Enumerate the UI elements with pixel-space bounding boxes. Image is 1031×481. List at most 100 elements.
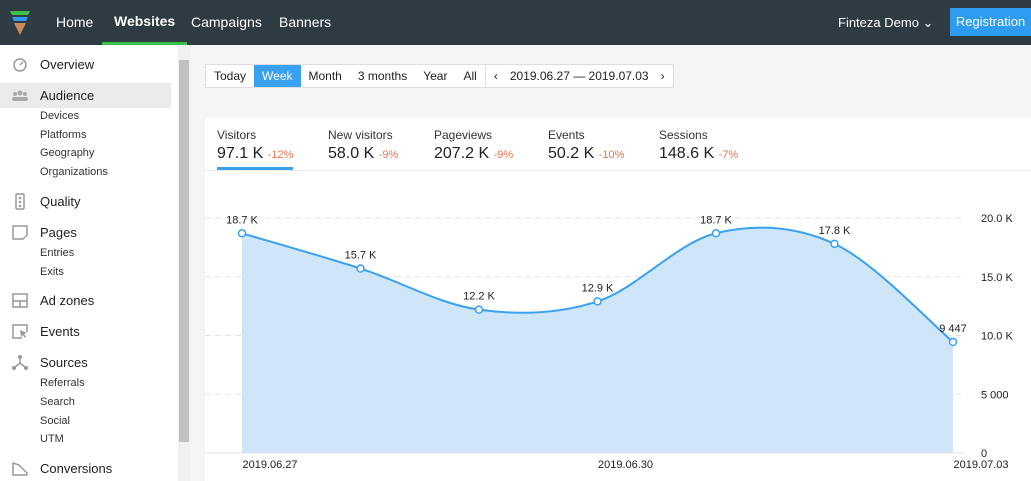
metric-label: Visitors <box>217 128 257 142</box>
data-label: 12.9 K <box>582 282 614 294</box>
metric-tab-pageviews[interactable]: Pageviews 207.2 K -9% <box>434 128 513 163</box>
area-fill <box>242 227 953 453</box>
data-point[interactable] <box>593 297 602 306</box>
page-icon <box>12 225 28 240</box>
user-menu[interactable]: Finteza Demo ⌄ <box>838 0 933 45</box>
period-month[interactable]: Month <box>308 69 342 83</box>
gauge-icon <box>13 58 27 72</box>
metric-tab-new-visitors[interactable]: New visitors 58.0 K -9% <box>328 128 398 163</box>
data-label: 18.7 K <box>700 214 732 226</box>
y-tick-label: 5 000 <box>981 389 1009 401</box>
sidebar-item-label: Pages <box>40 224 77 240</box>
users-icon <box>12 90 28 101</box>
sidebar-item-label: Ad zones <box>40 293 95 309</box>
metric-value: 148.6 K <box>659 145 715 162</box>
data-point[interactable] <box>948 337 958 347</box>
registration-button[interactable]: Registration <box>950 8 1031 36</box>
data-label: 9 447 <box>939 323 967 335</box>
metric-value: 97.1 K <box>217 145 264 162</box>
data-point[interactable] <box>237 229 247 238</box>
sidebar-subitem-referrals[interactable]: Referrals <box>40 377 85 390</box>
visitors-chart: 0 5 000 10.0 K 15.0 K 20.0 K 18.7 K 15.7 K 12.2… <box>205 213 1013 471</box>
metric-label: Pageviews <box>434 128 493 142</box>
period-today[interactable]: Today <box>214 69 247 83</box>
sidebar-item-overview[interactable]: Overview <box>0 52 171 77</box>
data-point[interactable] <box>356 264 365 273</box>
sidebar-subitem-platforms[interactable]: Platforms <box>40 128 87 141</box>
sidebar-subitem-devices[interactable]: Devices <box>40 110 80 122</box>
date-range[interactable]: 2019.06.27 — 2019.07.03 <box>509 69 649 83</box>
data-label: 18.7 K <box>226 214 258 226</box>
metric-delta: -7% <box>718 149 739 161</box>
y-tick-label: 10.0 K <box>981 331 1013 343</box>
data-point[interactable] <box>474 305 484 314</box>
sidebar-subitem-organizations[interactable]: Organizations <box>40 166 108 179</box>
metric-label: New visitors <box>328 128 393 142</box>
sidebar: Overview Audience Devices Platforms Geograph… <box>0 45 178 481</box>
y-tick-label: 15.0 K <box>981 272 1013 284</box>
data-label: 12.2 K <box>463 291 495 303</box>
sidebar-item-conversions[interactable]: Conversions <box>0 456 171 481</box>
data-point[interactable] <box>830 239 839 249</box>
x-tick-label: 2019.06.27 <box>242 459 297 471</box>
metric-tab-visitors[interactable]: Visitors 97.1 K -12% <box>217 128 294 170</box>
sidebar-subitem-geography[interactable]: Geography <box>40 147 95 160</box>
metric-value: 50.2 K <box>548 145 595 162</box>
finteza-logo-icon[interactable] <box>8 8 32 36</box>
sidebar-item-label: Sources <box>40 355 88 371</box>
sidebar-item-events[interactable]: Events <box>0 319 171 344</box>
x-tick-label: 2019.06.30 <box>598 459 653 471</box>
x-tick-label: 2019.07.03 <box>953 459 1008 471</box>
scrollbar-thumb[interactable] <box>179 60 189 442</box>
funnel-icon <box>12 461 28 476</box>
nav-websites[interactable]: Websites <box>102 0 188 45</box>
sidebar-item-quality[interactable]: Quality <box>0 189 171 214</box>
metric-delta: -9% <box>493 149 514 161</box>
cursor-icon <box>12 324 28 339</box>
metric-delta: -10% <box>598 149 625 161</box>
sidebar-subitem-search[interactable]: Search <box>40 395 75 408</box>
metric-label: Events <box>548 128 585 142</box>
sidebar-item-ad-zones[interactable]: Ad zones <box>0 288 171 313</box>
data-label: 15.7 K <box>345 250 377 262</box>
data-label: 17.8 K <box>819 225 851 237</box>
nav-home[interactable]: Home <box>56 14 94 30</box>
sidebar-item-audience[interactable]: Audience <box>0 83 171 108</box>
data-point[interactable] <box>711 229 721 238</box>
sidebar-item-label: Events <box>40 324 80 340</box>
traffic-light-icon <box>15 193 25 210</box>
sidebar-item-pages[interactable]: Pages <box>0 220 171 245</box>
period-week[interactable]: Week <box>254 65 301 87</box>
metric-tab-sessions[interactable]: Sessions 148.6 K -7% <box>659 128 738 163</box>
y-tick-label: 0 <box>981 448 987 460</box>
next-range-button[interactable]: › <box>660 69 665 83</box>
period-all[interactable]: All <box>463 69 477 83</box>
prev-range-button[interactable]: ‹ <box>484 65 506 87</box>
metric-delta: -12% <box>267 149 294 161</box>
sidebar-subitem-utm[interactable]: UTM <box>40 433 64 446</box>
user-name: Finteza Demo <box>838 15 919 30</box>
sidebar-item-label: Conversions <box>40 461 113 476</box>
metric-value: 58.0 K <box>328 145 375 162</box>
sidebar-subitem-entries[interactable]: Entries <box>40 246 75 259</box>
metric-delta: -9% <box>378 149 399 161</box>
nav-campaigns[interactable]: Campaigns <box>191 14 262 30</box>
y-tick-label: 20.0 K <box>981 213 1013 225</box>
sidebar-item-label: Overview <box>40 57 95 72</box>
sidebar-scrollbar[interactable] <box>178 45 190 481</box>
period-year[interactable]: Year <box>423 69 448 83</box>
network-icon <box>12 355 28 371</box>
sidebar-item-sources[interactable]: Sources <box>0 350 171 375</box>
period-3-months[interactable]: 3 months <box>357 69 408 83</box>
metric-tab-events[interactable]: Events 50.2 K -10% <box>548 128 624 163</box>
sidebar-item-label: Quality <box>40 193 81 209</box>
top-bar: Home Websites Campaigns Banners Finteza … <box>0 0 1031 45</box>
chart-card: Visitors 97.1 K -12% New visitors 58.0 K -9… <box>205 118 1031 481</box>
chevron-down-icon: ⌄ <box>922 15 934 30</box>
sidebar-subitem-exits[interactable]: Exits <box>40 265 64 278</box>
sidebar-subitem-social[interactable]: Social <box>40 414 70 427</box>
sidebar-item-label: Audience <box>40 88 95 103</box>
metric-value: 207.2 K <box>434 145 490 162</box>
layout-icon <box>12 293 28 308</box>
nav-banners[interactable]: Banners <box>279 14 332 30</box>
